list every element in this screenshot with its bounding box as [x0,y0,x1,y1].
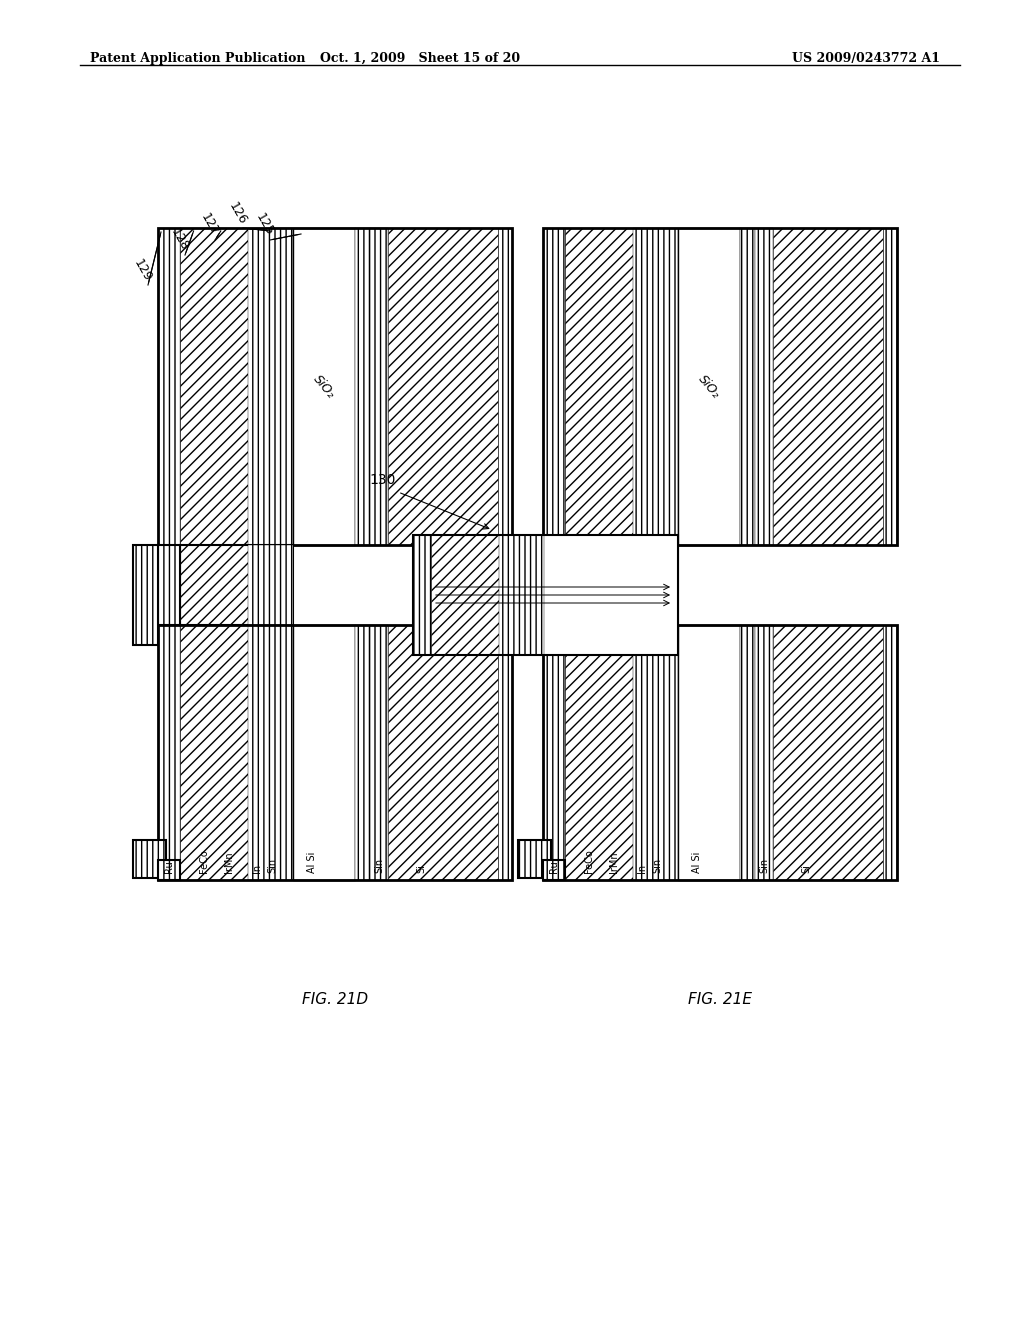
Bar [773,624,883,880]
Text: SiO₂: SiO₂ [695,372,722,401]
Text: Sin: Sin [267,858,278,873]
Text: FeCo: FeCo [584,849,594,873]
Text: Si: Si [416,865,426,873]
Bar [388,624,498,880]
Bar [248,624,293,880]
Bar [158,624,512,880]
Bar [133,840,166,878]
Bar [413,535,678,655]
Text: Al Si: Al Si [306,851,316,873]
Text: 130: 130 [370,473,396,487]
Bar [355,624,370,880]
Text: Sin: Sin [374,858,384,873]
Bar [498,624,512,880]
Bar [518,545,543,645]
Bar [158,624,512,880]
Bar [413,535,431,655]
Bar [565,228,633,545]
Bar [565,624,633,880]
Text: US 2009/0243772 A1: US 2009/0243772 A1 [792,51,940,65]
Bar [678,228,740,545]
Text: In: In [637,863,647,873]
Bar [413,535,678,655]
Bar [543,624,565,880]
Text: Ru: Ru [549,861,559,873]
Bar [180,228,248,545]
Bar [518,840,551,878]
Bar [133,545,158,645]
Text: FIG. 21D: FIG. 21D [302,993,368,1007]
Text: 127: 127 [199,211,221,239]
Bar [431,535,499,655]
Bar [180,545,293,624]
Bar [633,624,678,880]
Text: Sin: Sin [652,858,663,873]
Bar [388,228,498,545]
Text: Sin: Sin [759,858,769,873]
Bar [518,840,551,878]
Text: 126: 126 [226,199,250,227]
Bar [133,840,166,878]
Text: SiO₂: SiO₂ [310,372,338,401]
Bar [740,624,755,880]
Bar [883,228,897,545]
Bar [565,545,678,624]
Bar [498,228,512,545]
Bar [633,228,678,545]
Bar [158,624,180,880]
Text: FIG. 21E: FIG. 21E [688,993,752,1007]
Bar [248,545,293,624]
Bar [678,624,740,880]
Bar [543,545,565,624]
Bar [180,624,248,880]
Bar [158,545,180,624]
Bar [755,624,773,880]
Bar [499,535,544,655]
Bar [158,228,512,545]
Text: Al Si: Al Si [691,851,701,873]
Text: 125: 125 [253,211,276,239]
Bar [355,228,370,545]
Text: Ru: Ru [164,861,174,873]
Text: Oct. 1, 2009   Sheet 15 of 20: Oct. 1, 2009 Sheet 15 of 20 [319,51,520,65]
Text: In: In [252,863,262,873]
Bar [518,545,543,645]
Bar [180,545,293,624]
Bar [293,228,355,545]
Bar [565,545,678,624]
Bar [543,624,897,880]
Bar [293,624,355,880]
Bar [543,624,897,880]
Bar [633,545,678,624]
Bar [543,228,897,545]
Bar [883,624,897,880]
Bar [158,545,180,624]
Bar [370,228,388,545]
Bar [543,228,565,545]
Bar [158,228,180,545]
Text: IrMn: IrMn [224,851,233,873]
Text: 128: 128 [168,227,191,253]
Bar [543,861,565,880]
Text: 129: 129 [131,256,155,284]
Bar [740,228,755,545]
Bar [158,228,512,545]
Text: Patent Application Publication: Patent Application Publication [90,51,305,65]
Text: IrMn: IrMn [609,851,618,873]
Bar [158,861,180,880]
Bar [543,228,897,545]
Bar [543,545,565,624]
Bar [158,861,180,880]
Bar [755,228,773,545]
Text: FeCo: FeCo [199,849,209,873]
Bar [543,861,565,880]
Text: Si: Si [801,865,811,873]
Bar [370,624,388,880]
Bar [773,228,883,545]
Bar [133,545,158,645]
Bar [248,228,293,545]
